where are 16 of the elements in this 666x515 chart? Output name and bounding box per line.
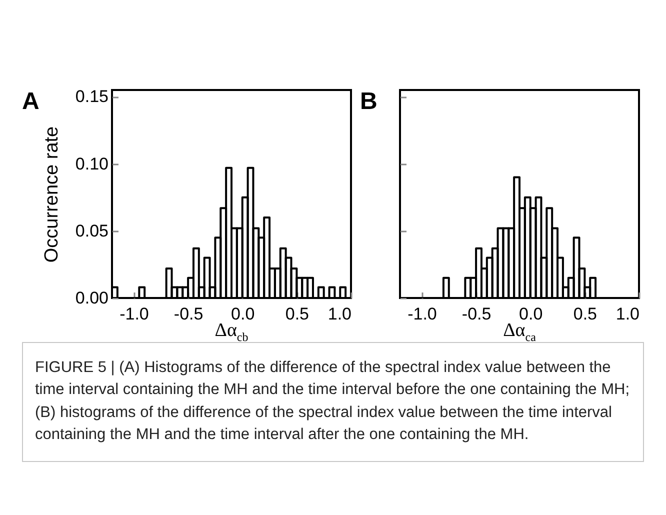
caption: FIGURE 5 | (A) Histograms of the difference of the spectral index value between the time interval containing the MH and the time interval before the one containing the MH; (B) histograms of the difference of the spectral index value between the time interval containing the MH and the time interval after the one containing the MH. (22, 342, 644, 462)
x-tick-label: 1.0 (328, 304, 352, 324)
x-tick-label: 1.0 (616, 304, 640, 324)
text: A (22, 88, 40, 115)
x-tick-label: -0.5 (174, 304, 204, 324)
x-tick-label: 0.5 (285, 304, 309, 324)
y-tick-label: 0.10 (75, 154, 108, 174)
x-tick-label: -0.5 (462, 304, 492, 324)
y-tick-label: 0.00 (75, 288, 108, 308)
x-tick-label: -1.0 (120, 304, 149, 324)
y-tick-label: 0.05 (75, 221, 108, 240)
x-tick-label: 0.5 (573, 304, 597, 324)
text: B (360, 88, 378, 115)
x-tick-label: -1.0 (408, 304, 437, 324)
y-tick-label: 0.15 (75, 87, 108, 106)
y-axis-title: Occurrence rate (41, 126, 62, 263)
